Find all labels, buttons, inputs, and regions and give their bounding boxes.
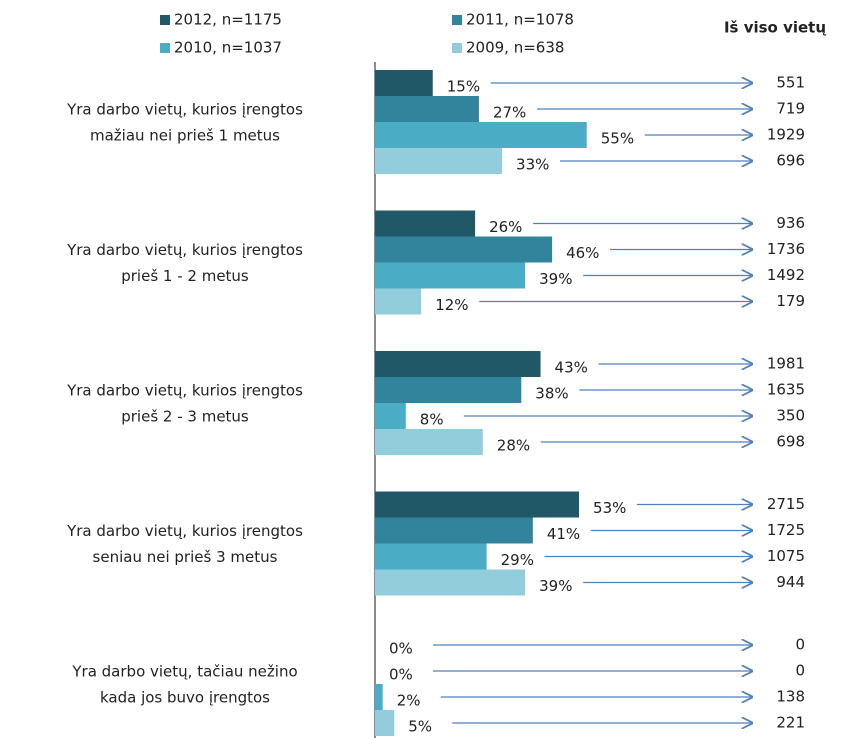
- total-label: 696: [776, 152, 805, 170]
- value-label: 55%: [601, 130, 634, 148]
- bar: [375, 403, 406, 429]
- category-label: Yra darbo vietų, kurios įrengtos: [66, 101, 303, 119]
- legend-label: 2012, n=1175: [174, 11, 282, 29]
- total-label: 221: [776, 714, 805, 732]
- value-label: 29%: [501, 551, 534, 569]
- legend-label: 2010, n=1037: [174, 39, 282, 57]
- value-label: 15%: [447, 78, 480, 96]
- value-label: 27%: [493, 104, 526, 122]
- bar: [375, 70, 433, 96]
- total-label: 719: [776, 100, 805, 118]
- legend-label: 2011, n=1078: [466, 11, 574, 29]
- category-label: Yra darbo vietų, kurios įrengtos: [66, 522, 303, 540]
- total-label: 936: [776, 214, 805, 232]
- total-label: 944: [776, 573, 805, 591]
- legend-swatch: [160, 15, 170, 25]
- bar: [375, 684, 383, 710]
- value-label: 8%: [420, 411, 444, 429]
- bar: [375, 710, 395, 736]
- total-label: 0: [795, 662, 805, 680]
- legend-swatch: [452, 15, 462, 25]
- value-label: 5%: [408, 718, 432, 736]
- category-label: prieš 2 - 3 metus: [121, 408, 249, 426]
- total-label: 1635: [767, 381, 805, 399]
- value-label: 0%: [389, 666, 413, 684]
- bar: [375, 148, 503, 174]
- bar: [375, 288, 422, 315]
- total-label: 350: [776, 407, 805, 425]
- total-label: 179: [776, 292, 805, 310]
- bar: [375, 262, 526, 289]
- bar: [375, 122, 587, 148]
- category-label: seniau nei prieš 3 metus: [93, 548, 278, 566]
- value-label: 2%: [397, 692, 421, 710]
- total-label: 1492: [767, 266, 805, 284]
- value-label: 39%: [539, 577, 572, 595]
- bar: [375, 429, 483, 455]
- category-label: prieš 1 - 2 metus: [121, 267, 249, 285]
- bar: [375, 236, 553, 263]
- total-label: 698: [776, 433, 805, 451]
- total-label: 1075: [767, 547, 805, 565]
- value-label: 46%: [566, 244, 599, 262]
- bar: [375, 517, 533, 544]
- category-label: Yra darbo vietų, kurios įrengtos: [66, 382, 303, 400]
- category-label: mažiau nei prieš 1 metus: [90, 127, 280, 145]
- bar: [375, 96, 479, 122]
- bar: [375, 543, 487, 570]
- total-label: 1929: [767, 126, 805, 144]
- value-label: 38%: [535, 385, 568, 403]
- bar: [375, 491, 580, 518]
- legend-swatch: [452, 43, 462, 53]
- total-label: 2715: [767, 495, 805, 513]
- value-label: 33%: [516, 156, 549, 174]
- value-label: 28%: [497, 437, 530, 455]
- bar: [375, 351, 541, 377]
- value-label: 41%: [547, 525, 580, 543]
- total-label: 551: [776, 74, 805, 92]
- category-label: Yra darbo vietų, tačiau nežino: [71, 663, 297, 681]
- legend-swatch: [160, 43, 170, 53]
- category-label: Yra darbo vietų, kurios įrengtos: [66, 241, 303, 259]
- value-label: 53%: [593, 499, 626, 517]
- value-label: 0%: [389, 640, 413, 658]
- bar: [375, 377, 522, 403]
- value-label: 39%: [539, 270, 572, 288]
- total-label: 0: [795, 636, 805, 654]
- totals-header: Iš viso vietų: [724, 19, 826, 37]
- total-label: 138: [776, 688, 805, 706]
- bar: [375, 569, 526, 596]
- total-label: 1736: [767, 240, 805, 258]
- value-label: 12%: [435, 296, 468, 314]
- legend-label: 2009, n=638: [466, 39, 564, 57]
- total-label: 1981: [767, 355, 805, 373]
- category-label: kada jos buvo įrengtos: [100, 689, 270, 707]
- value-label: 43%: [555, 359, 588, 377]
- value-label: 26%: [489, 218, 522, 236]
- total-label: 1725: [767, 521, 805, 539]
- bar: [375, 210, 476, 237]
